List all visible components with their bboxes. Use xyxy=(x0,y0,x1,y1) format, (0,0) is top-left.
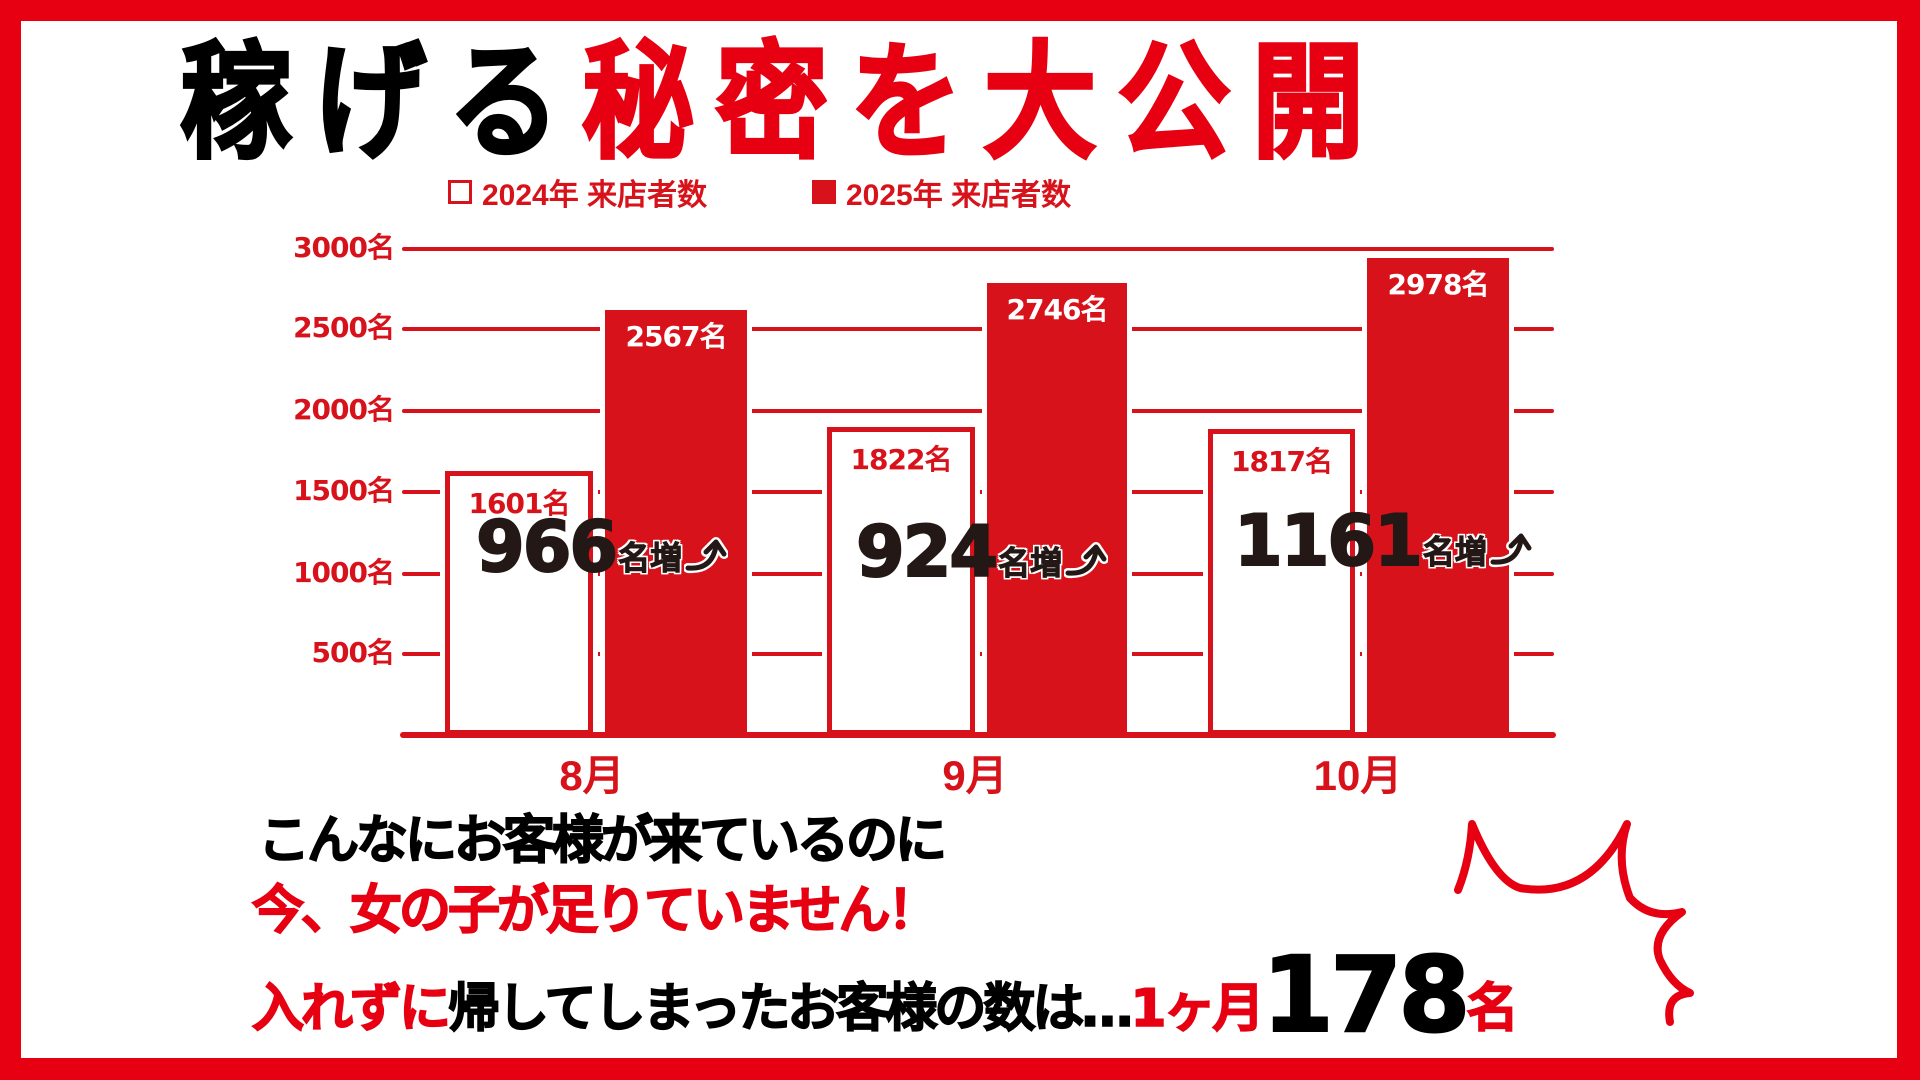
bar-value-label: 1601名 xyxy=(468,487,571,520)
message-text-red: 1ヶ月 xyxy=(1130,978,1266,1040)
increase-annotation-oct: 1161 名増 xyxy=(1233,500,1533,582)
y-tick-label: 3000名 xyxy=(293,231,395,264)
increase-annotation-aug: 966 名増 xyxy=(475,506,729,588)
increase-annotation-sep: 924 名増 xyxy=(855,511,1109,593)
legend-item-2025: 2025年 来店者数 xyxy=(812,172,1071,212)
x-label-sep: 9月 xyxy=(942,752,1008,799)
legend-item-2024: 2024年 来店者数 xyxy=(448,172,707,212)
emphasis-burst-icon xyxy=(1454,820,1694,1026)
legend-swatch-filled xyxy=(812,180,836,204)
bar-2025-aug: 2567名 xyxy=(600,305,752,740)
message-text-red: 入れずに xyxy=(251,978,452,1040)
gridline-500 xyxy=(402,652,1554,656)
increase-value: 966 xyxy=(475,506,619,588)
increase-unit: 名増 xyxy=(618,539,683,578)
y-tick-label: 2000名 xyxy=(293,393,395,426)
increase-unit: 名増 xyxy=(998,544,1063,583)
legend-label-2025: 2025年 来店者数 xyxy=(846,179,1072,212)
up-arrow-icon xyxy=(684,537,729,574)
bar-2025-oct: 2978名 xyxy=(1362,253,1514,740)
title-black-part: 稼げる xyxy=(179,29,582,178)
legend-label-2024: 2024年 来店者数 xyxy=(482,179,708,212)
bar-2024-aug: 1601名 xyxy=(440,466,598,740)
bar-value-label: 2746名 xyxy=(1006,293,1109,326)
bar-2024-oct: 1817名 xyxy=(1203,424,1360,740)
increase-unit: 名増 xyxy=(1422,533,1487,572)
bar-value-label: 2978名 xyxy=(1387,268,1490,301)
y-tick-label: 1000名 xyxy=(293,556,395,589)
legend-swatch-outline xyxy=(448,180,472,204)
message-text-red: 今、女の子が足りていません！ xyxy=(251,880,940,942)
title-red-part: 秘密を大公開 xyxy=(581,29,1386,178)
gridline-3000 xyxy=(402,247,1554,251)
page-title: 稼げる 秘密を大公開 xyxy=(179,14,1420,178)
message-text: 帰してしまったお客様の数は… xyxy=(447,978,1134,1040)
up-arrow-icon xyxy=(1488,531,1533,568)
bar-value-label: 2567名 xyxy=(625,320,728,353)
message-text: こんなにお客様が来ているのに xyxy=(257,810,948,872)
x-label-aug: 8月 xyxy=(559,752,625,799)
gridline-2000 xyxy=(402,409,1554,413)
message-unit-red: 名 xyxy=(1466,978,1520,1040)
increase-value: 924 xyxy=(855,511,999,593)
y-tick-label: 1500名 xyxy=(293,474,395,507)
x-axis-baseline xyxy=(400,732,1556,738)
bar-2024-sep: 1822名 xyxy=(822,422,980,740)
bar-2025-sep: 2746名 xyxy=(982,278,1132,740)
gridline-1000 xyxy=(402,572,1554,576)
x-label-oct: 10月 xyxy=(1313,752,1403,799)
bar-value-label: 1817名 xyxy=(1231,445,1333,478)
y-tick-label: 500名 xyxy=(311,636,395,669)
lost-customers-count: 178 xyxy=(1261,934,1472,1056)
gridline-2500 xyxy=(402,327,1554,331)
message-line-1: こんなにお客様が来ているのに xyxy=(257,810,948,872)
bar-value-label: 1822名 xyxy=(850,443,953,476)
increase-value: 1161 xyxy=(1233,500,1424,582)
message-line-2: 今、女の子が足りていません！ xyxy=(251,880,940,942)
gridline-1500 xyxy=(402,490,1554,494)
y-tick-label: 2500名 xyxy=(293,311,395,344)
message-line-3: 入れずに 帰してしまったお客様の数は… 1ヶ月 178 名 xyxy=(251,934,1520,1056)
up-arrow-icon xyxy=(1064,542,1109,579)
